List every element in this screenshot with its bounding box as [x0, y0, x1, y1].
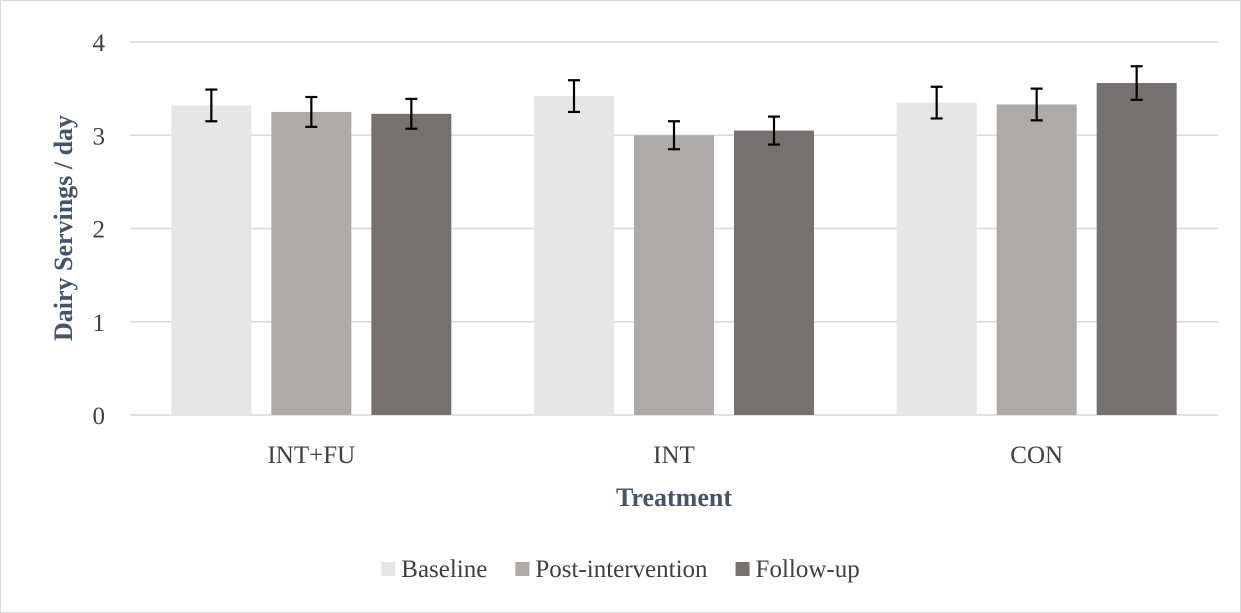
y-tick-label: 3 [93, 123, 106, 150]
error-bar [930, 85, 943, 120]
legend-label: Baseline [401, 556, 487, 583]
y-tick-label: 0 [93, 403, 106, 430]
bar-int-follow-up [734, 130, 814, 415]
x-axis-title: Treatment [616, 483, 732, 512]
legend-item-follow-up: Follow-up [735, 556, 860, 583]
bar-int-baseline [534, 96, 614, 416]
legend-item-baseline: Baseline [381, 556, 487, 583]
y-tick-label: 4 [93, 30, 106, 57]
category-label: CON [1010, 442, 1063, 469]
error-bar [205, 88, 218, 123]
bar-int-post-intervention [634, 135, 714, 415]
error-bar [405, 97, 418, 130]
error-bar [568, 79, 580, 114]
category-labels: INT+FU INT CON [267, 442, 1063, 469]
y-tick-label: 2 [93, 217, 106, 244]
legend-swatch [735, 562, 750, 576]
legend-label: Post-intervention [535, 556, 708, 583]
category-label: INT+FU [267, 442, 355, 469]
bar-int-fu-post-intervention [271, 111, 352, 415]
y-tick-label: 1 [93, 310, 106, 337]
error-bar [1030, 87, 1043, 122]
error-bar [768, 115, 780, 146]
y-axis-title: Dairy Servings / day [49, 115, 78, 341]
error-bar [1130, 65, 1143, 101]
bar-con-follow-up [1096, 83, 1177, 415]
y-tick-labels: 0 1 2 3 4 [93, 30, 106, 430]
error-bars [205, 65, 1143, 151]
bar-int-fu-follow-up [371, 113, 452, 416]
legend-swatch [515, 562, 530, 576]
bar-con-baseline [896, 102, 977, 416]
legend-label: Follow-up [756, 556, 860, 583]
error-bar [668, 120, 680, 151]
category-label: INT [653, 442, 695, 469]
legend-swatch [381, 562, 396, 576]
legend: Baseline Post-intervention Follow-up [381, 556, 860, 583]
bar-int-fu-baseline [171, 105, 252, 415]
error-bar [305, 95, 318, 128]
legend-item-post-intervention: Post-intervention [515, 556, 708, 583]
bar-con-post-intervention [996, 104, 1077, 415]
bars [171, 83, 1177, 416]
